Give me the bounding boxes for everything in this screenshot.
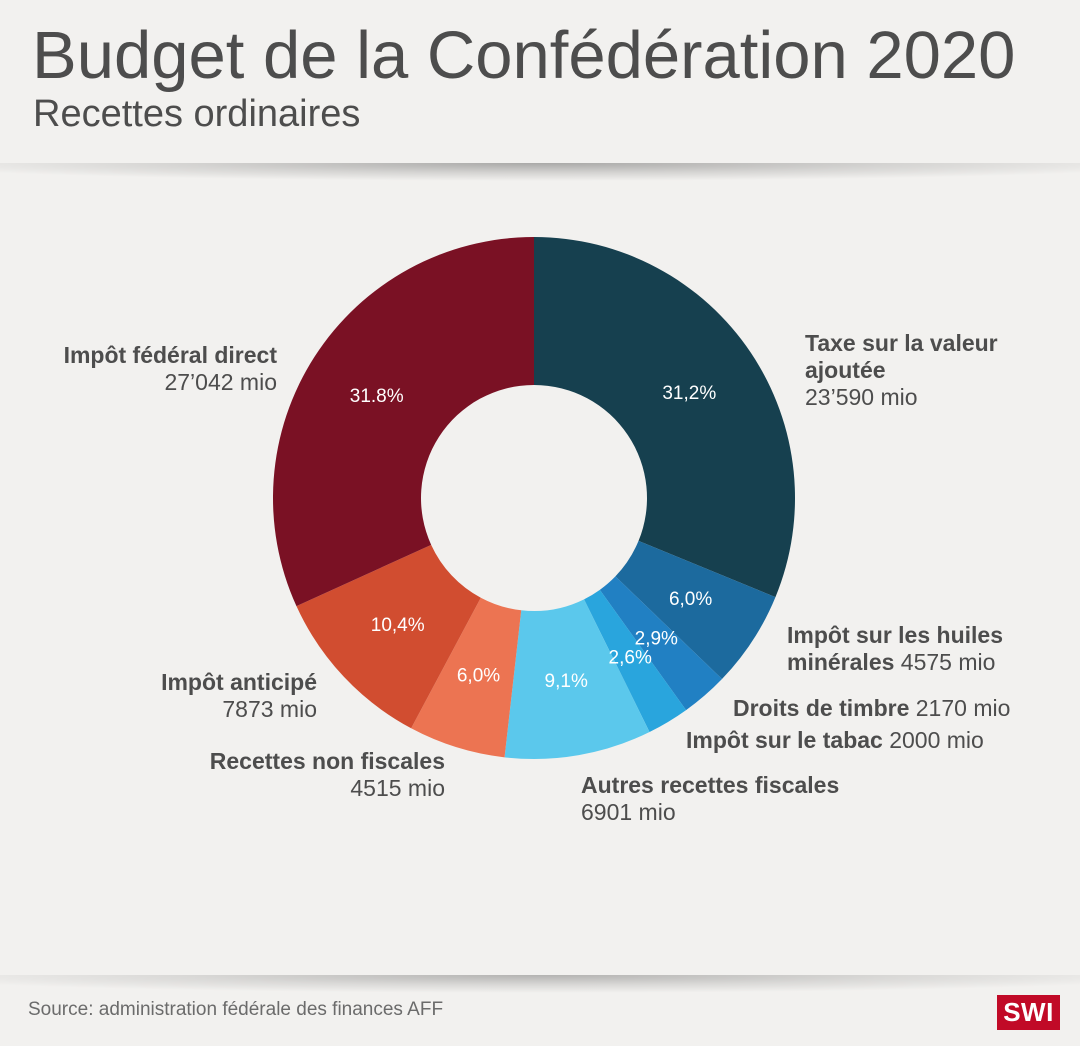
svg-text:31.8%: 31.8% (350, 386, 404, 407)
svg-text:31,2%: 31,2% (662, 383, 716, 404)
svg-text:6,0%: 6,0% (457, 666, 500, 687)
svg-text:6,0%: 6,0% (669, 589, 712, 610)
svg-text:2,9%: 2,9% (635, 628, 678, 649)
svg-text:9,1%: 9,1% (545, 671, 588, 692)
svg-text:10,4%: 10,4% (371, 615, 425, 636)
svg-text:2,6%: 2,6% (609, 647, 652, 668)
